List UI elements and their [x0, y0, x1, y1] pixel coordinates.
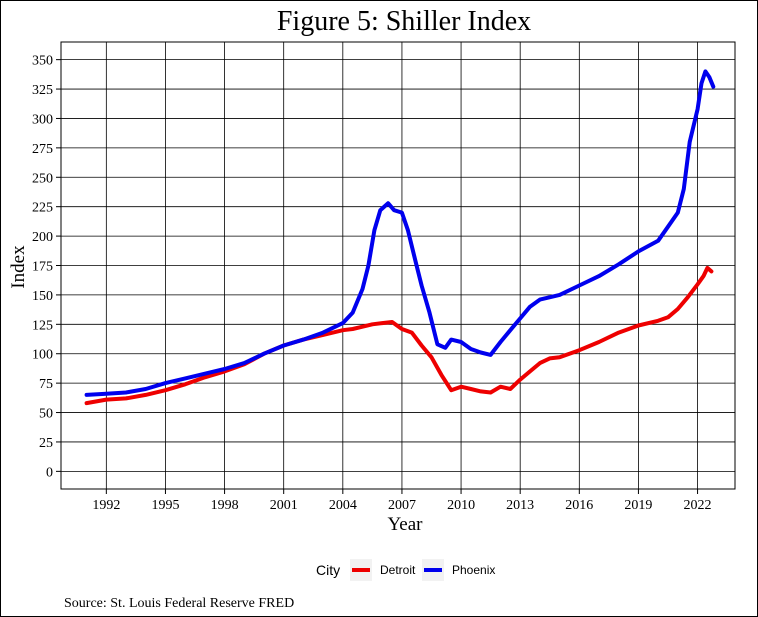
source-caption: Source: St. Louis Federal Reserve FRED — [64, 596, 294, 611]
x-tick-label: 2019 — [624, 498, 652, 513]
y-tick-label: 200 — [32, 230, 53, 245]
y-tick-label: 100 — [32, 348, 53, 363]
x-tick-label: 2010 — [447, 498, 475, 513]
series-lines — [84, 69, 716, 406]
y-tick-label: 0 — [46, 465, 53, 480]
x-tick-label: 2016 — [565, 498, 593, 513]
y-axis-ticks: 0 25 50 75 100 125 150 175 200 225 250 275 300 325 350 — [32, 54, 61, 480]
y-tick-label: 25 — [39, 436, 53, 451]
x-tick-label: 2007 — [388, 498, 416, 513]
legend-label-phoenix: Phoenix — [452, 563, 495, 577]
y-tick-label: 150 — [32, 289, 53, 304]
chart-title: Figure 5: Shiller Index — [277, 6, 531, 37]
y-axis-title: Index — [8, 245, 29, 289]
x-tick-label: 2004 — [329, 498, 357, 513]
y-tick-label: 250 — [32, 171, 53, 186]
x-tick-label: 1992 — [92, 498, 120, 513]
x-tick-label: 2001 — [270, 498, 298, 513]
y-tick-label: 350 — [32, 54, 53, 69]
grid-lines — [61, 42, 735, 489]
series-line-phoenix — [84, 69, 716, 397]
y-tick-label: 300 — [32, 112, 53, 127]
y-tick-label: 75 — [39, 377, 53, 392]
legend-title: City — [316, 562, 340, 578]
legend: City Detroit Phoenix — [316, 559, 495, 581]
y-tick-label: 325 — [32, 83, 53, 98]
y-tick-label: 50 — [39, 407, 53, 422]
x-axis-title: Year — [387, 514, 423, 535]
y-tick-label: 275 — [32, 142, 53, 157]
x-axis-ticks: 1992 1995 1998 2001 2004 2007 2010 2013 2016 2019… — [92, 489, 712, 513]
y-tick-label: 225 — [32, 201, 53, 216]
x-tick-label: 2022 — [684, 498, 712, 513]
x-tick-label: 1995 — [151, 498, 179, 513]
x-tick-label: 2013 — [506, 498, 534, 513]
x-tick-label: 1998 — [211, 498, 239, 513]
y-tick-label: 175 — [32, 260, 53, 275]
y-tick-label: 125 — [32, 318, 53, 333]
legend-label-detroit: Detroit — [380, 563, 416, 577]
